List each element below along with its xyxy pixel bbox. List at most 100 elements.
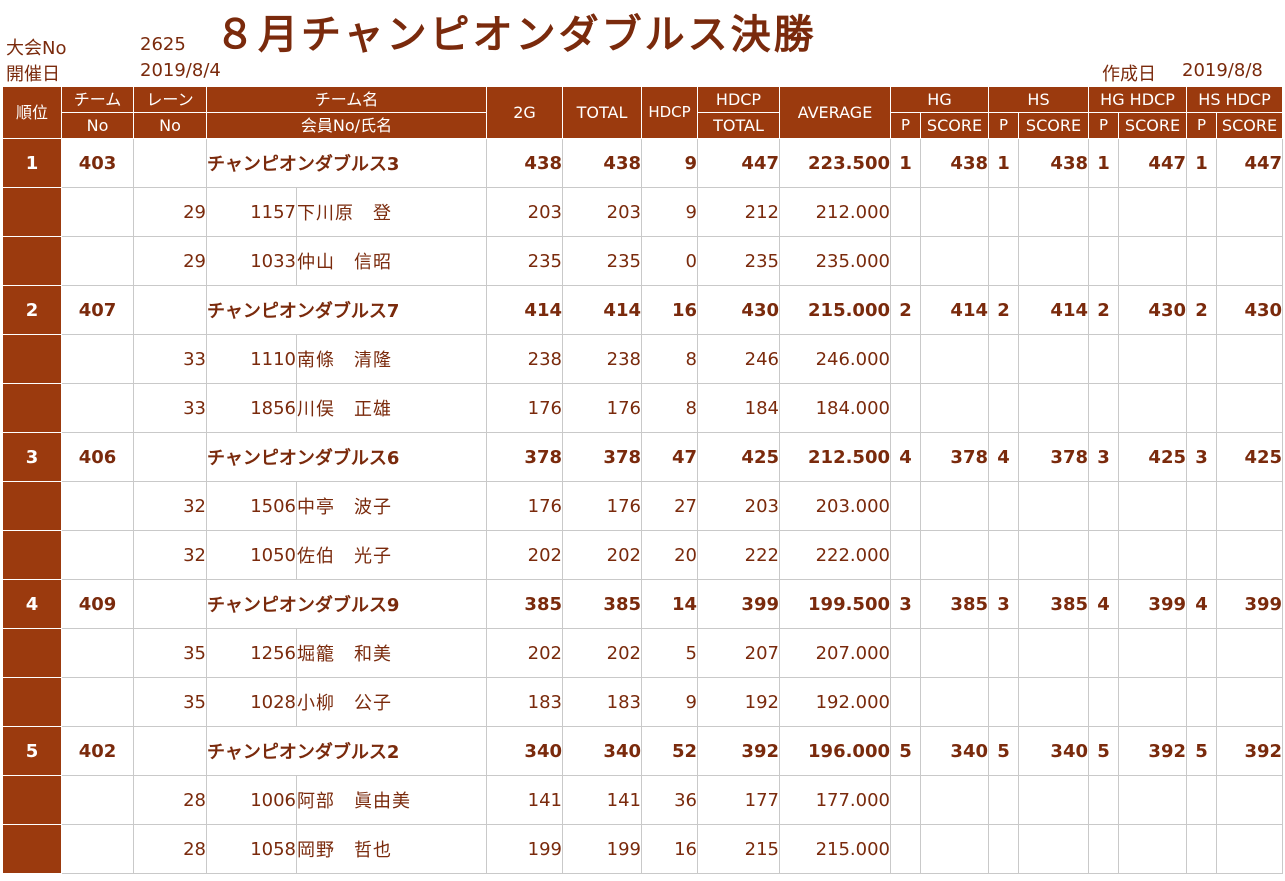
member-stat-empty xyxy=(1215,530,1284,580)
member-stat-empty xyxy=(1186,775,1217,825)
created-label: 作成日 xyxy=(1102,64,1156,85)
member-stat-empty xyxy=(920,530,989,580)
col-lane-bottom: No xyxy=(133,112,207,139)
col-hg-score: SCORE xyxy=(920,112,989,139)
member-stat-empty xyxy=(988,628,1019,678)
team-row: 1 403 チャンピオンダブルス3 438 438 9 447 223.500 1 438 1 438… xyxy=(2,138,1284,188)
member-hdcp: 27 xyxy=(641,481,698,531)
team-name: チャンピオンダブルス6 xyxy=(206,432,487,482)
team-hdcp-total: 399 xyxy=(697,579,780,629)
member-average: 235.000 xyxy=(779,236,891,286)
member-stat-empty xyxy=(1018,775,1089,825)
member-hdcp-total: 207 xyxy=(697,628,780,678)
member-rank-cell xyxy=(2,824,62,874)
member-stat-empty xyxy=(1186,824,1217,874)
member-name: 下川原 登 xyxy=(296,187,487,237)
member-no: 1050 xyxy=(206,530,297,580)
member-row: 29 1157 下川原 登 203 203 9 212 212.000 xyxy=(2,187,1284,237)
member-average: 215.000 xyxy=(779,824,891,874)
member-total: 199 xyxy=(562,824,642,874)
member-stat-empty xyxy=(890,334,921,384)
member-name: 岡野 哲也 xyxy=(296,824,487,874)
team-average: 215.000 xyxy=(779,285,891,335)
member-stat-empty xyxy=(1118,775,1187,825)
team-name: チャンピオンダブルス7 xyxy=(206,285,487,335)
member-stat-empty xyxy=(1186,187,1217,237)
member-stat-empty xyxy=(988,775,1019,825)
team-hs-p: 4 xyxy=(988,432,1019,482)
member-total: 141 xyxy=(562,775,642,825)
team-row: 3 406 チャンピオンダブルス6 378 378 47 425 212.500 4 378 4 37… xyxy=(2,432,1284,482)
team-hdcp: 9 xyxy=(641,138,698,188)
col-average: AVERAGE xyxy=(779,86,891,139)
member-stat-empty xyxy=(988,236,1019,286)
member-total: 203 xyxy=(562,187,642,237)
team-hg-hdcp-score: 392 xyxy=(1118,726,1187,776)
team-hs-hdcp-score: 447 xyxy=(1215,138,1284,188)
col-hg-p: P xyxy=(890,112,921,139)
member-hdcp: 8 xyxy=(641,334,698,384)
team-hg-hdcp-p: 4 xyxy=(1088,579,1119,629)
col-hs: HS xyxy=(988,86,1089,113)
member-stat-empty xyxy=(1088,775,1119,825)
member-lane: 33 xyxy=(133,334,207,384)
member-stat-empty xyxy=(920,187,989,237)
col-hg: HG xyxy=(890,86,989,113)
col-team-name-bottom: 会員No/氏名 xyxy=(206,112,487,139)
team-hg-hdcp-score: 399 xyxy=(1118,579,1187,629)
member-stat-empty xyxy=(1215,383,1284,433)
team-average: 223.500 xyxy=(779,138,891,188)
member-average: 184.000 xyxy=(779,383,891,433)
team-hs-hdcp-p: 4 xyxy=(1186,579,1217,629)
member-total: 183 xyxy=(562,677,642,727)
member-team-no-empty xyxy=(61,383,134,433)
col-hs-hdcp-p: P xyxy=(1186,112,1217,139)
member-stat-empty xyxy=(1215,187,1284,237)
member-team-no-empty xyxy=(61,775,134,825)
member-stat-empty xyxy=(1018,187,1089,237)
member-no: 1856 xyxy=(206,383,297,433)
team-lane-empty xyxy=(133,579,207,629)
member-row: 32 1506 中亭 波子 176 176 27 203 203.000 xyxy=(2,481,1284,531)
team-hs-hdcp-p: 1 xyxy=(1186,138,1217,188)
team-lane-empty xyxy=(133,138,207,188)
member-stat-empty xyxy=(1215,628,1284,678)
team-hs-hdcp-p: 2 xyxy=(1186,285,1217,335)
member-lane: 32 xyxy=(133,530,207,580)
team-hg-hdcp-p: 3 xyxy=(1088,432,1119,482)
member-hdcp-total: 177 xyxy=(697,775,780,825)
member-total: 176 xyxy=(562,383,642,433)
member-stat-empty xyxy=(1118,677,1187,727)
member-2g: 202 xyxy=(486,530,563,580)
member-stat-empty xyxy=(1215,775,1284,825)
member-stat-empty xyxy=(1018,236,1089,286)
member-stat-empty xyxy=(1118,824,1187,874)
member-row: 35 1028 小柳 公子 183 183 9 192 192.000 xyxy=(2,677,1284,727)
member-2g: 202 xyxy=(486,628,563,678)
member-row: 35 1256 堀籠 和美 202 202 5 207 207.000 xyxy=(2,628,1284,678)
member-stat-empty xyxy=(890,628,921,678)
team-no: 403 xyxy=(61,138,134,188)
member-hdcp-total: 184 xyxy=(697,383,780,433)
member-stat-empty xyxy=(1088,677,1119,727)
team-hdcp: 52 xyxy=(641,726,698,776)
member-team-no-empty xyxy=(61,628,134,678)
member-lane: 29 xyxy=(133,236,207,286)
member-stat-empty xyxy=(1186,481,1217,531)
member-hdcp-total: 203 xyxy=(697,481,780,531)
event-no-label: 大会No xyxy=(6,38,67,59)
member-lane: 28 xyxy=(133,824,207,874)
member-stat-empty xyxy=(890,236,921,286)
member-name: 南條 清隆 xyxy=(296,334,487,384)
results-table: 順位 チーム レーン チーム名 2G TOTAL HDCP HDCP AVERA… xyxy=(2,86,1284,874)
member-stat-empty xyxy=(890,383,921,433)
member-rank-cell xyxy=(2,383,62,433)
member-rank-cell xyxy=(2,628,62,678)
team-average: 199.500 xyxy=(779,579,891,629)
team-rank: 3 xyxy=(2,432,62,482)
team-hdcp-total: 425 xyxy=(697,432,780,482)
member-team-no-empty xyxy=(61,334,134,384)
member-stat-empty xyxy=(890,481,921,531)
team-hg-hdcp-score: 425 xyxy=(1118,432,1187,482)
team-rank: 4 xyxy=(2,579,62,629)
